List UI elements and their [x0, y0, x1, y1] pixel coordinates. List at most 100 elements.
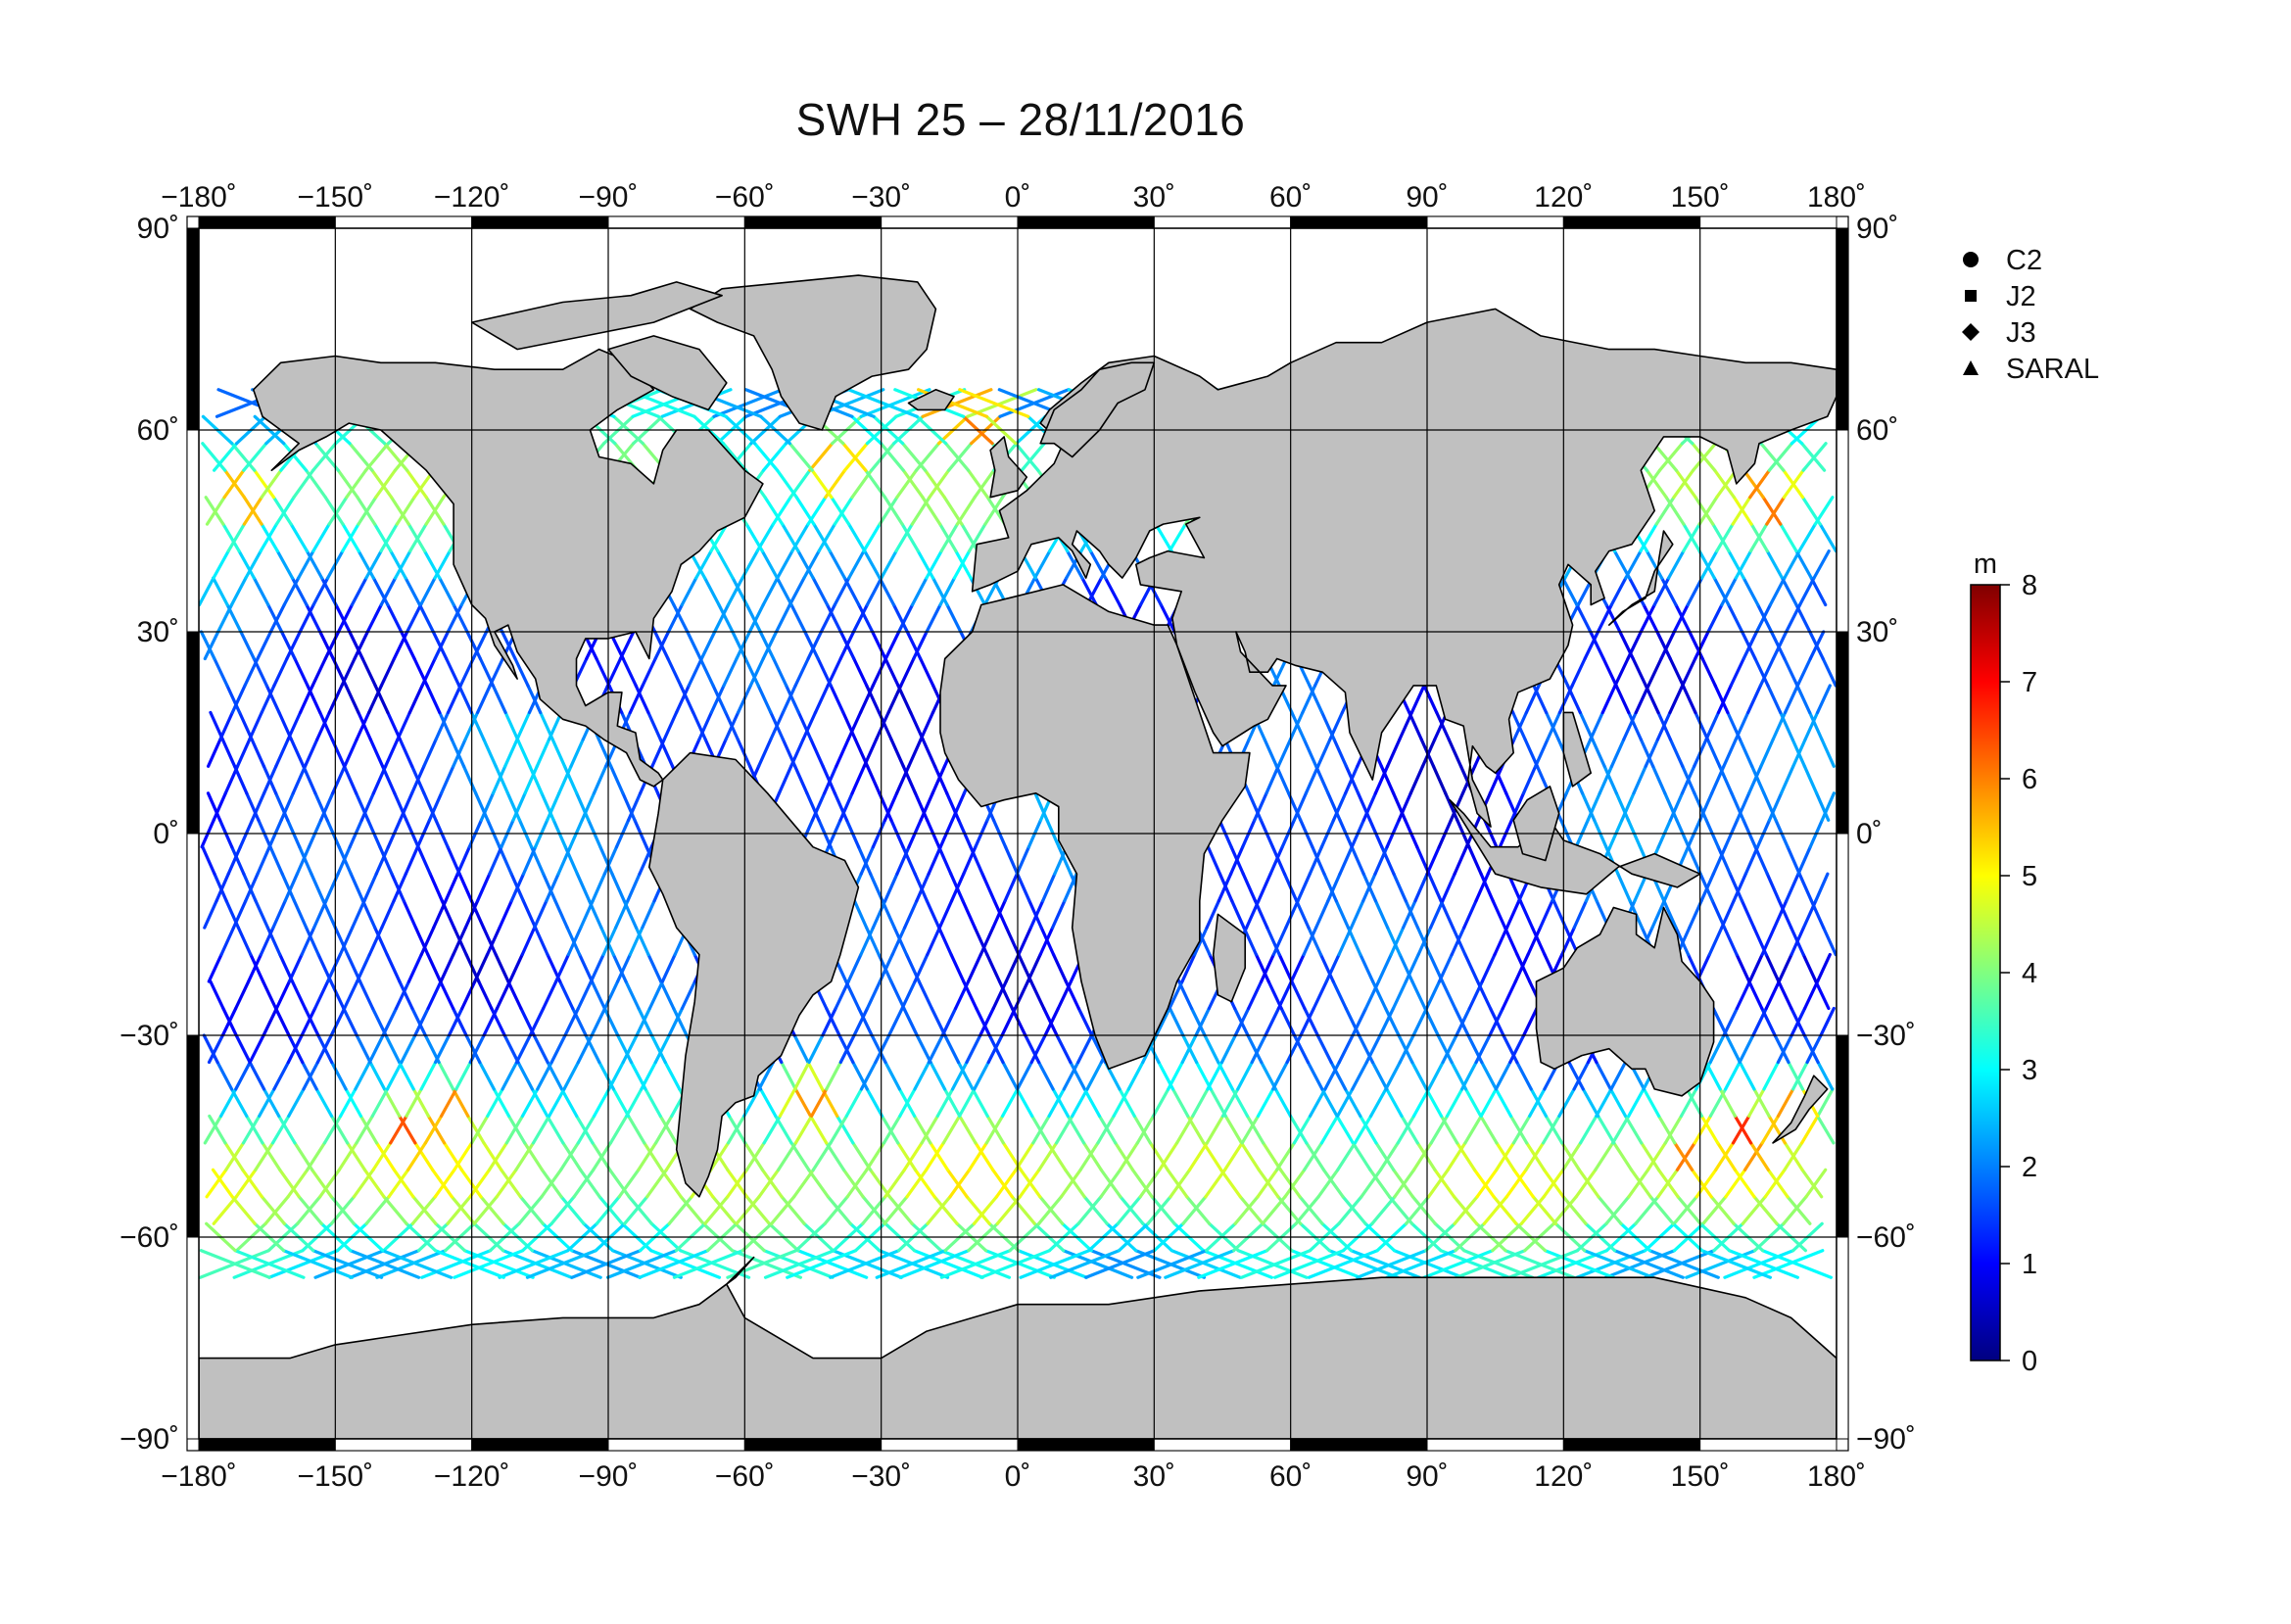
track-segment — [434, 710, 451, 741]
track-segment — [912, 1249, 984, 1279]
track-segment — [566, 926, 583, 957]
track-segment — [1292, 791, 1309, 822]
track-segment — [926, 926, 941, 957]
track-segment — [300, 926, 316, 957]
track-segment — [1455, 1006, 1471, 1037]
track-segment — [1777, 979, 1793, 1011]
track-segment — [1657, 442, 1685, 472]
track-segment — [1220, 1087, 1240, 1119]
track-segment — [1759, 442, 1786, 472]
track-segment — [289, 522, 309, 553]
track-segment — [1329, 1060, 1348, 1091]
track-segment — [995, 1195, 1022, 1225]
track-segment — [239, 630, 256, 661]
track-segment — [1341, 1195, 1367, 1225]
track-segment — [426, 979, 443, 1011]
track-segment — [1174, 1114, 1195, 1145]
land-borneo — [1512, 786, 1560, 862]
track-segment — [980, 872, 996, 903]
track-segment — [895, 468, 919, 500]
track-segment — [1644, 738, 1660, 768]
track-segment — [262, 979, 278, 1011]
track-segment — [1428, 899, 1445, 930]
track-segment — [1640, 1141, 1661, 1171]
track-segment — [1782, 1195, 1808, 1225]
track-segment — [1513, 952, 1530, 983]
track-segment — [1693, 1114, 1713, 1145]
track-segment — [1096, 1114, 1116, 1145]
track-segment — [410, 1006, 427, 1037]
track-segment — [1786, 845, 1801, 876]
track-segment — [1276, 979, 1294, 1011]
track-segment — [1594, 1141, 1615, 1171]
track-segment — [829, 1249, 901, 1279]
track-segment — [1359, 1114, 1378, 1145]
track-segment — [769, 710, 786, 741]
track-segment — [1401, 899, 1417, 930]
track-segment — [846, 388, 919, 418]
track-segment — [653, 630, 670, 661]
track-segment — [1608, 1087, 1628, 1119]
track-segment — [617, 1168, 641, 1199]
track-segment — [562, 1060, 581, 1091]
track-segment — [410, 1195, 437, 1225]
track-segment — [891, 602, 909, 634]
track-segment — [1760, 1114, 1781, 1145]
track-segment — [925, 1141, 945, 1171]
track-segment — [202, 1033, 219, 1065]
track-segment — [440, 764, 455, 795]
track-segment — [1409, 684, 1426, 715]
track-segment — [1335, 1114, 1355, 1145]
colorbar-tick-label: 2 — [2022, 1152, 2037, 1183]
track-segment — [389, 549, 407, 580]
track-segment — [1822, 926, 1837, 957]
track-segment — [1604, 1195, 1631, 1225]
track-segment — [880, 549, 898, 580]
track-segment — [1391, 791, 1408, 822]
track-segment — [1308, 1087, 1327, 1119]
track-segment — [367, 1033, 385, 1065]
track-segment — [539, 710, 554, 741]
track-segment — [1000, 1006, 1018, 1037]
track-segment — [1510, 710, 1527, 741]
track-segment — [1727, 602, 1744, 634]
track-segment — [1482, 1195, 1508, 1225]
track-segment — [1344, 764, 1360, 795]
track-segment — [1306, 1060, 1324, 1091]
track-segment — [1802, 1033, 1820, 1065]
track-segment — [1542, 1168, 1565, 1199]
track-segment — [1802, 764, 1819, 795]
track-segment — [1706, 602, 1724, 634]
track-segment — [697, 710, 713, 741]
track-segment — [205, 1168, 228, 1199]
lon-tick-label-bottom: 0˚ — [1005, 1460, 1031, 1493]
lat-tick-label-left: −60˚ — [119, 1221, 179, 1254]
track-segment — [1782, 468, 1805, 500]
track-segment — [912, 1114, 932, 1145]
track-segment — [748, 656, 765, 688]
track-segment — [404, 845, 419, 876]
track-segment — [379, 576, 398, 607]
track-segment — [851, 602, 870, 634]
track-segment — [1820, 791, 1837, 822]
track-segment — [406, 952, 423, 983]
track-segment — [505, 791, 522, 822]
track-segment — [1742, 468, 1765, 500]
track-segment — [1475, 1168, 1499, 1199]
track-segment — [835, 738, 850, 768]
track-segment — [1646, 1141, 1667, 1171]
track-segment — [819, 602, 836, 634]
track-segment — [841, 710, 857, 741]
track-segment — [282, 576, 301, 607]
lat-tick-label-right: −30˚ — [1856, 1020, 1916, 1052]
track-segment — [1441, 1033, 1458, 1065]
track-segment — [485, 926, 501, 957]
track-segment — [1488, 764, 1504, 795]
lon-tick-label-top: 0˚ — [1005, 181, 1031, 214]
colorbar-tick-label: 3 — [2022, 1055, 2037, 1086]
track-segment — [1479, 1087, 1499, 1119]
track-segment — [1014, 1141, 1035, 1171]
track-segment — [686, 630, 702, 661]
track-segment — [461, 764, 478, 795]
track-segment — [528, 1006, 546, 1037]
